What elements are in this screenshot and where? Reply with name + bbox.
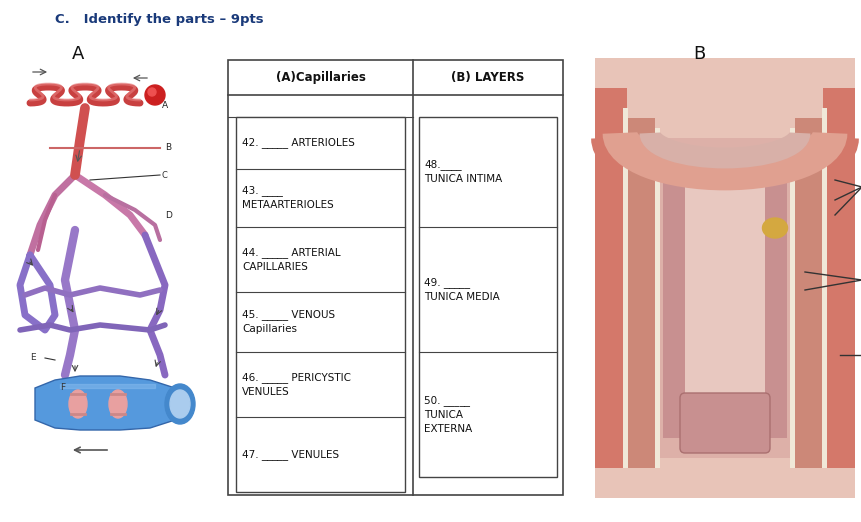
Text: C: C	[162, 171, 168, 180]
Text: B: B	[692, 45, 704, 63]
Text: 45. _____ VENOUS
Capillaries: 45. _____ VENOUS Capillaries	[242, 310, 335, 335]
Bar	[654, 128, 660, 468]
Text: C.   Identify the parts – 9pts: C. Identify the parts – 9pts	[55, 13, 263, 26]
Bar	[684, 168, 764, 408]
Text: (B) LAYERS: (B) LAYERS	[451, 71, 524, 84]
Polygon shape	[35, 376, 175, 430]
Bar	[662, 158, 786, 438]
Text: (A)Capillaries: (A)Capillaries	[276, 71, 365, 84]
Text: E: E	[30, 353, 35, 362]
Bar	[789, 128, 794, 468]
Bar	[236, 117, 405, 492]
Text: D: D	[164, 210, 171, 219]
Text: 46. _____ PERICYSTIC
VENULES: 46. _____ PERICYSTIC VENULES	[242, 372, 350, 397]
Text: 48.____
TUNICA INTIMA: 48.____ TUNICA INTIMA	[424, 160, 502, 184]
Circle shape	[145, 85, 164, 105]
Text: 44. _____ ARTERIAL
CAPILLARIES: 44. _____ ARTERIAL CAPILLARIES	[242, 247, 340, 272]
Text: B: B	[164, 144, 171, 152]
Bar	[594, 58, 854, 498]
Bar	[594, 88, 626, 468]
Ellipse shape	[69, 390, 87, 418]
Bar	[822, 88, 854, 468]
Text: 47. _____ VENULES: 47. _____ VENULES	[242, 449, 338, 460]
Ellipse shape	[164, 384, 195, 424]
FancyBboxPatch shape	[679, 393, 769, 453]
Bar	[794, 118, 822, 468]
Bar	[418, 117, 556, 477]
Bar	[623, 108, 628, 468]
Text: F: F	[60, 384, 65, 393]
Ellipse shape	[108, 390, 127, 418]
Text: 49. _____
TUNICA MEDIA: 49. _____ TUNICA MEDIA	[424, 277, 499, 302]
Text: 42. _____ ARTERIOLES: 42. _____ ARTERIOLES	[242, 137, 355, 148]
Ellipse shape	[170, 390, 189, 418]
Text: 50. _____
TUNICA
EXTERNA: 50. _____ TUNICA EXTERNA	[424, 395, 472, 434]
Bar	[228, 60, 562, 495]
Bar	[660, 138, 789, 458]
Ellipse shape	[762, 218, 787, 238]
Text: 43. ____
METAARTERIOLES: 43. ____ METAARTERIOLES	[242, 185, 333, 210]
Text: A: A	[162, 101, 168, 110]
Circle shape	[148, 88, 156, 96]
Text: A: A	[72, 45, 84, 63]
Bar	[626, 118, 654, 468]
Bar	[821, 108, 826, 468]
